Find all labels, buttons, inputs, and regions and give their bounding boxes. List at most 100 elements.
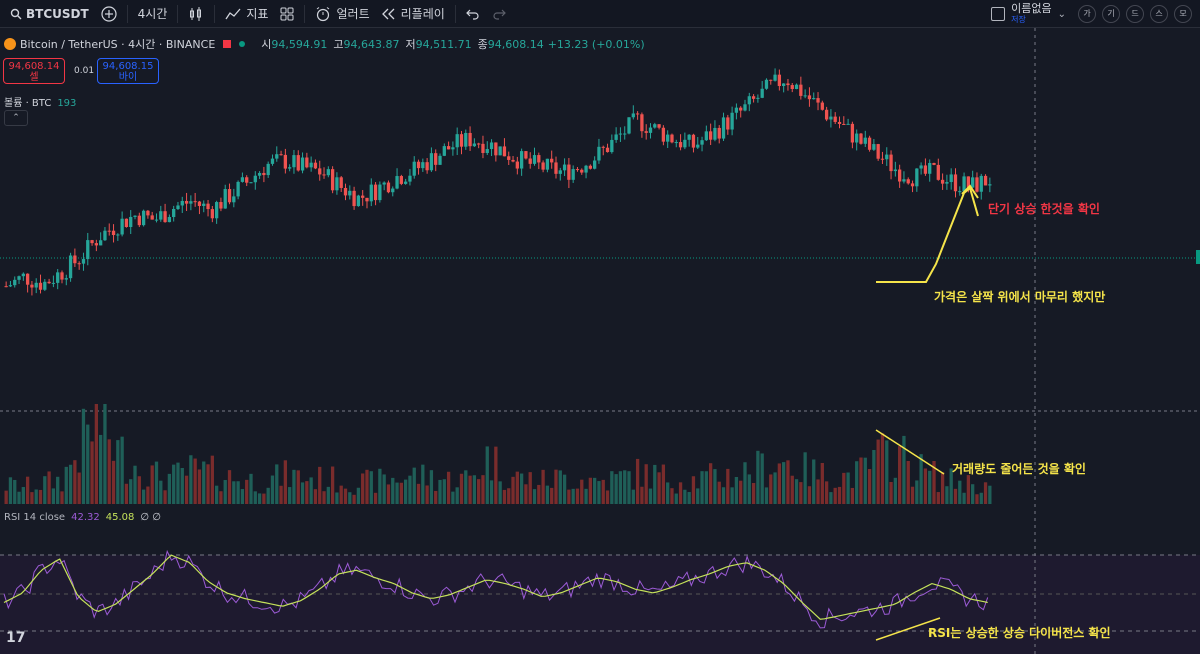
candle-body [137,215,141,226]
volume-bar [309,477,313,504]
volume-bar [236,481,240,504]
rsi-ma-value: 45.08 [105,512,135,523]
layout-menu[interactable]: 이름없음 저장 [1011,3,1051,25]
layout-square-icon[interactable] [991,7,1006,21]
volume-bar [966,475,971,504]
interval-button[interactable]: 4시간 [137,7,168,21]
volume-bar [262,493,266,504]
volume-bar [889,481,893,504]
redo-button[interactable] [486,0,512,28]
candle-body [253,175,257,183]
candle-body [743,104,747,111]
volume-bar [210,455,214,504]
volume-bar [558,470,562,504]
symbol-legend: Bitcoin / TetherUS · 4시간 · BINANCE 시 94,… [4,36,645,52]
volume-bar [502,489,507,504]
candle-body [223,189,227,209]
candle-body [932,162,936,165]
price-trend-drawing[interactable] [876,186,979,283]
candle-body [747,96,751,105]
volume-bar [726,468,730,504]
volume-bar [842,472,846,504]
candle-body [227,189,232,203]
candle-body [167,217,172,223]
candle-body [571,169,575,180]
volume-bar [739,480,743,504]
candle-body [936,164,940,180]
volume-bar [124,483,129,504]
volume-bar [180,467,184,504]
collapse-legend-button[interactable]: ⌃ [4,110,28,126]
candle-body [361,195,365,198]
toolbar-circle-button-5[interactable]: 모 [1174,5,1192,23]
toolbar-circle-button-2[interactable]: 기 [1102,5,1120,23]
volume-bar [99,434,103,504]
undo-button[interactable] [460,0,486,28]
chart-type-button[interactable] [182,0,210,28]
candle-body [739,107,743,111]
arrow-head-drawing[interactable] [961,184,979,199]
candle-body [13,279,17,286]
candle-body [120,218,124,235]
rsi-trend-drawing[interactable] [875,617,941,641]
sell-button[interactable]: 94,608.14 셀 [3,58,65,84]
candle-body [610,139,614,153]
toolbar-circle-button-1[interactable]: 가 [1078,5,1096,23]
volume-bar [356,487,361,504]
candle-body [219,202,223,209]
replay-button[interactable]: 리플레이 [376,0,451,28]
candle-body [515,161,519,169]
candle-body [850,123,855,143]
volume-bar [507,488,511,504]
volume-bar [618,471,623,504]
candle-body [730,112,734,130]
candle-body [708,131,713,140]
indicators-button[interactable]: 지표 [219,0,274,28]
volume-bar [214,485,219,504]
candle-body [897,169,902,182]
volume-bar [343,488,348,504]
volume-bar [799,482,803,504]
volume-bar [266,487,270,504]
add-symbol-button[interactable] [95,0,123,28]
candle-body [352,190,356,207]
volume-legend: 볼륨 · BTC 193 [4,94,76,109]
volume-trend-drawing[interactable] [875,429,945,475]
toolbar-circle-button-4[interactable]: 스 [1150,5,1168,23]
candle-body [365,197,369,202]
volume-bar [386,484,391,504]
volume-bar [322,491,326,504]
volume-bar [876,439,880,504]
volume-bar [597,481,601,504]
open-value: 94,594.91 [271,37,328,51]
volume-bar [378,468,382,504]
chevron-down-icon[interactable]: ⌄ [1057,8,1066,20]
candle-body [472,143,477,147]
toolbar-circle-button-3[interactable]: 드 [1126,5,1144,23]
candle-body [464,132,468,147]
flag-icon[interactable] [223,40,232,48]
candle-body [700,140,704,145]
layout-name-label: 이름없음 [1011,2,1052,15]
candle-body [876,144,880,159]
candle-body [421,162,425,169]
volume-bar [803,452,807,504]
candle-body [867,137,872,150]
templates-button[interactable] [274,0,300,28]
buy-button[interactable]: 94,608.15 바이 [97,58,159,84]
volume-bar [116,440,120,504]
symbol-search[interactable]: BTCUSDT [4,0,95,28]
volume-bar [824,481,829,504]
candle-body [172,209,176,218]
volume-bar [975,494,979,504]
candle-body [601,146,605,148]
price-chart[interactable] [0,28,1200,654]
candle-body [438,155,442,165]
alert-button[interactable]: 얼러트 [309,0,375,28]
rsi-line [3,549,989,629]
candle-body [193,201,197,203]
volume-bar [532,489,537,504]
candle-body [958,191,962,193]
volume-bar [932,460,936,504]
volume-bar [107,439,111,504]
